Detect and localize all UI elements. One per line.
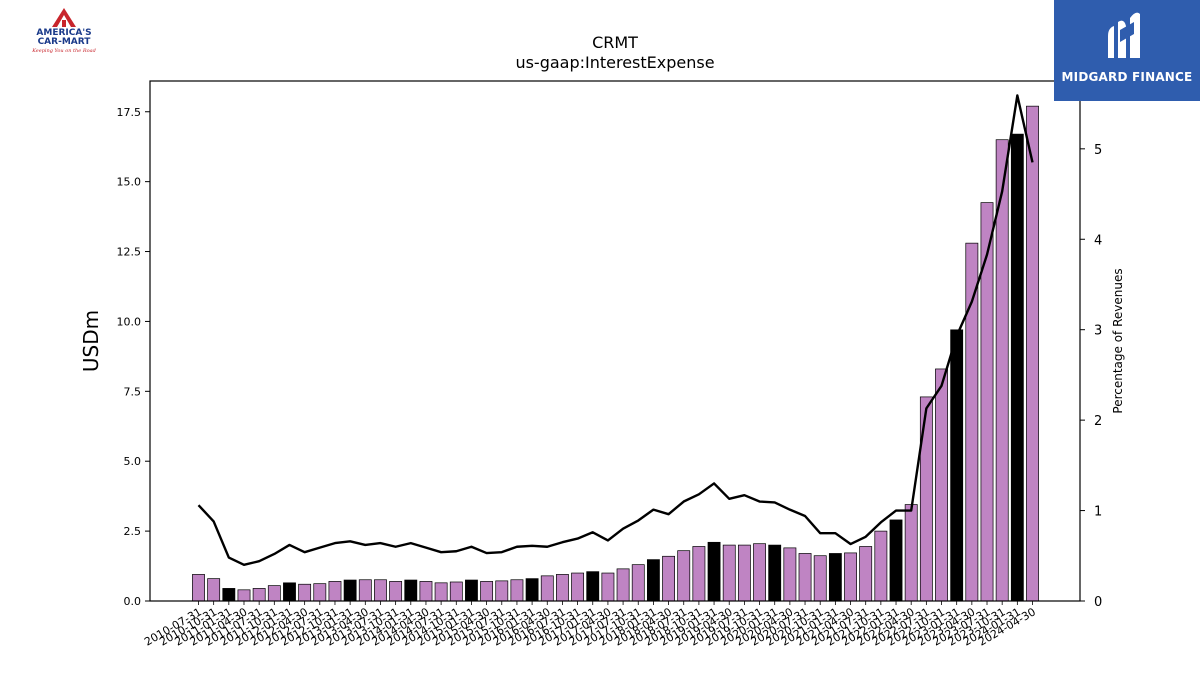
bar [343, 579, 357, 602]
bar [677, 550, 691, 602]
bar [859, 546, 873, 602]
y2-tick-label: 5 [1094, 143, 1102, 158]
bar [753, 543, 766, 602]
bar [389, 581, 403, 602]
bar [631, 564, 645, 602]
bar [328, 581, 342, 602]
bar [646, 559, 660, 602]
bar [404, 579, 418, 602]
bar [662, 555, 675, 602]
bar [980, 202, 994, 602]
bar [495, 580, 509, 602]
bar [298, 583, 312, 602]
bar [935, 368, 948, 602]
y2-tick-label: 4 [1094, 233, 1102, 248]
midgard-mark-icon [1108, 12, 1140, 59]
americas-car-mart-logo: AMERICA'S CAR-MART Keeping You on the Ro… [22, 6, 106, 58]
y-tick-label: 0.0 [124, 595, 142, 608]
bar [707, 541, 721, 602]
line-series [197, 94, 1034, 567]
bar [950, 329, 964, 602]
bar-series [192, 105, 1039, 602]
bar [283, 582, 296, 602]
bar [813, 555, 827, 602]
y-tick-label: 15.0 [117, 176, 142, 189]
bar [586, 571, 600, 602]
y-tick-label: 17.5 [117, 106, 142, 119]
y-tick-label: 5.0 [124, 455, 142, 468]
bar [252, 588, 266, 602]
bar [465, 579, 478, 602]
y-tick-label: 7.5 [124, 385, 142, 398]
bar [480, 581, 494, 602]
bar [889, 519, 903, 602]
logo-right-text: MIDGARD FINANCE [1061, 70, 1193, 84]
bar [419, 581, 433, 602]
y-tick-label: 2.5 [124, 525, 142, 538]
logo-left-tagline: Keeping You on the Road [32, 48, 96, 54]
bar [919, 396, 933, 602]
plot-frame [149, 80, 1081, 602]
bar [601, 572, 615, 602]
bar [237, 589, 251, 602]
bar [798, 553, 812, 602]
bar [510, 579, 524, 602]
bar [737, 544, 751, 602]
bar [616, 568, 630, 602]
bar [540, 575, 554, 602]
bar [904, 504, 918, 602]
y-tick-label: 10.0 [117, 315, 142, 328]
logo-left-line2: CAR-MART [37, 37, 91, 47]
car-mart-a-icon [52, 8, 76, 27]
bar [768, 544, 782, 602]
bar [434, 582, 448, 602]
bar [828, 553, 842, 602]
logo-left-line1: AMERICA'S [36, 28, 92, 38]
y-tick-label: 12.5 [117, 246, 142, 259]
chart-subtitle: us-gaap:InterestExpense [515, 53, 714, 72]
bar [267, 585, 281, 602]
chart-title: CRMT [592, 33, 638, 52]
y2-tick-label: 0 [1094, 595, 1102, 610]
bar [965, 242, 979, 602]
bar [874, 530, 888, 602]
bar [374, 579, 387, 602]
y-axis-label: USDm [79, 310, 103, 372]
midgard-finance-logo: MIDGARD FINANCE [1054, 0, 1200, 101]
bar [313, 583, 327, 602]
y2-tick-label: 2 [1094, 414, 1102, 429]
bar [571, 572, 585, 602]
bar [449, 581, 463, 602]
bar [692, 546, 706, 602]
line-series-path [197, 94, 1034, 567]
bar [358, 579, 372, 602]
bar [1026, 105, 1039, 602]
bar [1010, 133, 1024, 602]
y2-axis-label: Percentage of Revenues [1111, 268, 1125, 413]
bar [192, 574, 205, 602]
bar [207, 578, 221, 602]
y2-tick-label: 3 [1094, 324, 1102, 339]
bar [722, 544, 736, 602]
bar [525, 578, 539, 602]
axes: 0.02.55.07.510.012.515.017.50123452010-0… [117, 80, 1102, 649]
bar [556, 574, 569, 602]
bar [222, 588, 236, 602]
bar [844, 552, 857, 602]
bar [783, 547, 797, 602]
y2-tick-label: 1 [1094, 505, 1102, 520]
